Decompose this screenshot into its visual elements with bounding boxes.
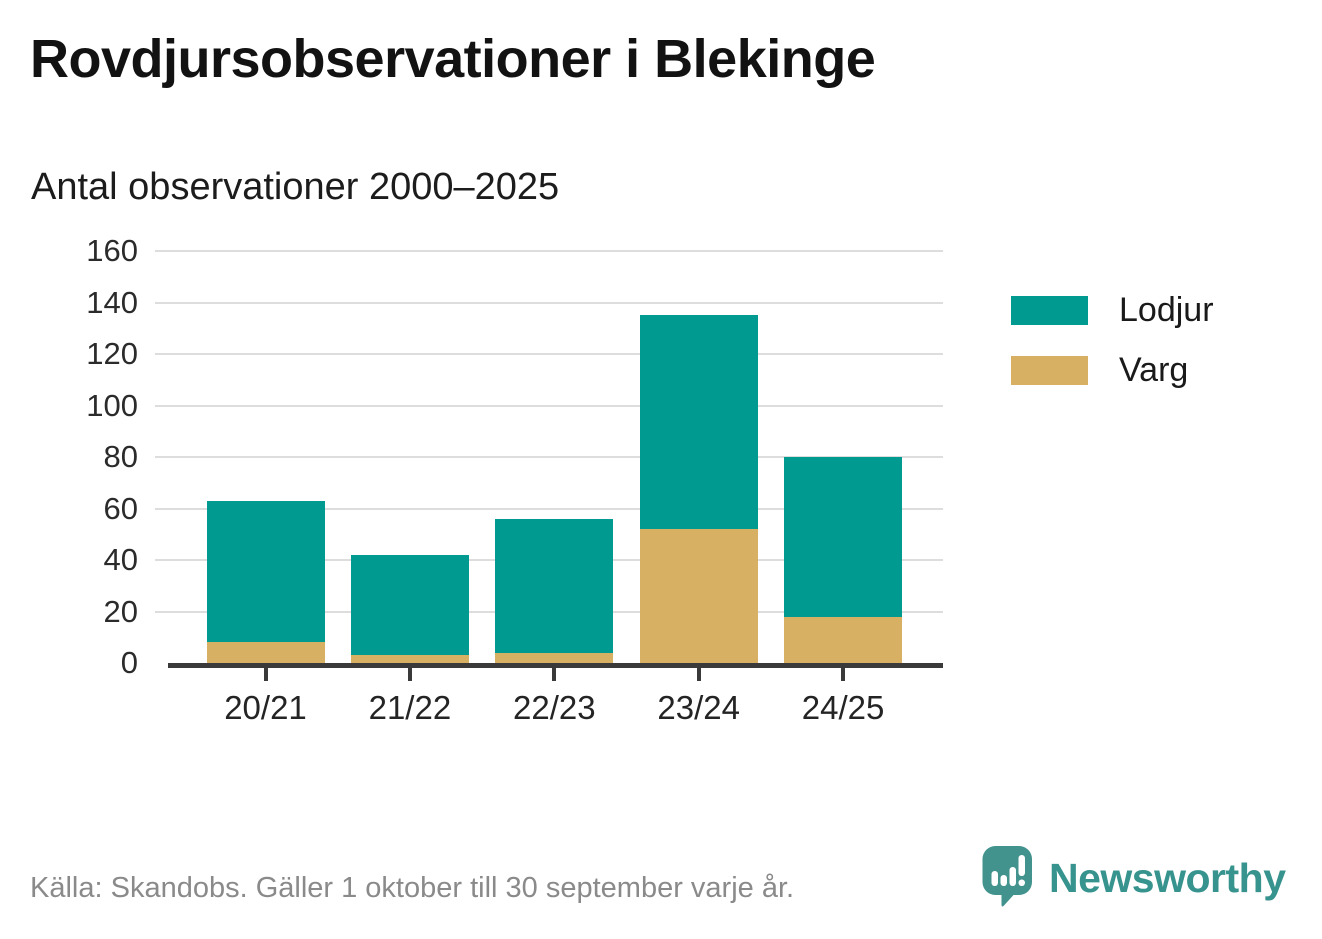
y-axis-tick-label: 120 xyxy=(86,336,138,371)
legend-swatch xyxy=(1011,295,1088,325)
x-axis-tick-label: 22/23 xyxy=(513,689,596,726)
x-axis-tick xyxy=(407,668,412,681)
y-axis-tick-label: 140 xyxy=(86,284,138,320)
x-axis-tick xyxy=(263,668,268,681)
x-axis-line xyxy=(168,663,943,668)
x-axis-tick xyxy=(696,668,701,681)
y-axis-tick-label: 80 xyxy=(103,439,138,474)
x-axis-tick-label: 20/21 xyxy=(224,689,307,726)
plot-area: 20/21 21/22 22/23 23/24 24/25 xyxy=(155,250,943,726)
brand-logo: Newsworthy xyxy=(982,846,1286,907)
bar-segment-lodjur-22/23 xyxy=(495,518,614,653)
y-axis-tick-label: 160 xyxy=(86,233,138,268)
y-axis-tick-label: 100 xyxy=(86,387,138,423)
chart-legend: Lodjur Varg xyxy=(1011,293,1214,413)
bar-segment-lodjur-21/22 xyxy=(350,554,469,656)
x-axis-tick-label: 21/22 xyxy=(368,689,452,726)
y-axis: 0 20 40 60 80 100 120 140 160 xyxy=(0,234,138,680)
gridline xyxy=(155,507,943,510)
bar-segment-lodjur-20/21 xyxy=(206,500,325,643)
y-axis-tick-label: 0 xyxy=(120,645,138,680)
newsworthy-speech-bubble-bar-chart-icon xyxy=(982,846,1032,907)
source-note: Källa: Skandobs. Gäller 1 oktober till 3… xyxy=(30,872,795,904)
y-axis-tick-label: 60 xyxy=(103,490,138,526)
x-axis-tick-label: 23/24 xyxy=(657,689,740,726)
bar-segment-varg-22/23 xyxy=(495,652,614,663)
legend-item-varg: Varg xyxy=(1011,353,1214,387)
bar-segment-varg-21/22 xyxy=(350,655,469,663)
bar-segment-varg-23/24 xyxy=(639,529,758,663)
legend-label: Lodjur xyxy=(1119,291,1214,329)
y-axis-tick-label: 40 xyxy=(103,542,138,577)
bar-segment-lodjur-23/24 xyxy=(639,315,758,530)
x-axis-tick xyxy=(552,668,557,681)
legend-swatch xyxy=(1011,355,1088,385)
bar-segment-varg-24/25 xyxy=(784,616,903,663)
gridline xyxy=(155,456,943,458)
gridline xyxy=(155,250,943,252)
gridline xyxy=(155,404,943,407)
x-axis-tick xyxy=(841,668,846,681)
y-axis-tick-label: 20 xyxy=(103,593,138,629)
page-title: Rovdjursobservationer i Blekinge xyxy=(30,29,876,89)
x-axis-tick-label: 24/25 xyxy=(801,689,885,726)
brand-name: Newsworthy xyxy=(1049,855,1286,901)
bar-segment-lodjur-24/25 xyxy=(784,457,903,617)
gridline xyxy=(155,301,943,304)
legend-label: Varg xyxy=(1119,351,1189,389)
legend-item-lodjur: Lodjur xyxy=(1011,293,1214,327)
gridline xyxy=(155,353,943,355)
bar-segment-varg-20/21 xyxy=(206,642,325,663)
chart-subtitle: Antal observationer 2000–2025 xyxy=(31,166,560,208)
